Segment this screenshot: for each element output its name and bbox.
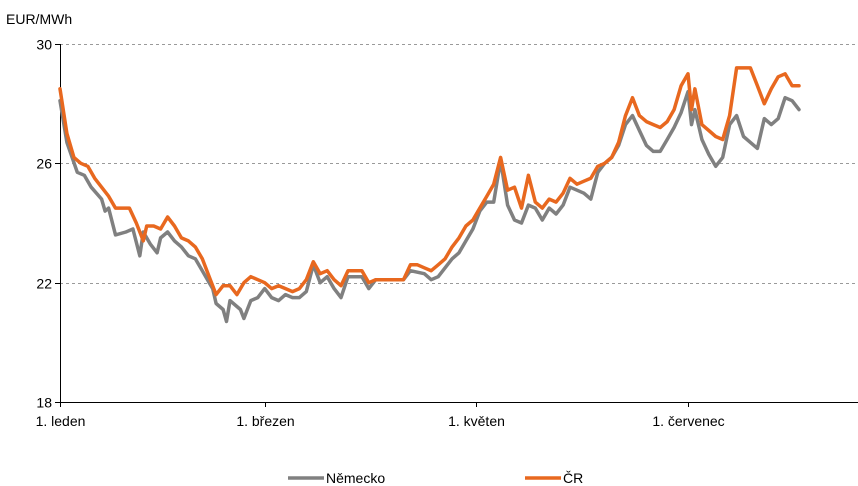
x-tick-label: 1. březen [236,413,294,429]
legend-label: ČR [563,470,583,486]
x-tick-label: 1. červenec [652,413,724,429]
y-tick-label: 22 [36,276,52,292]
y-tick-label: 30 [36,37,52,53]
legend-label: Německo [326,470,385,486]
y-tick-label: 18 [36,395,52,411]
x-tick-label: 1. květen [448,413,505,429]
x-axis-ticks: 1. leden 1. březen 1. květen 1. červenec [36,402,725,429]
series-line-germany [58,89,801,324]
x-tick-label: 1. leden [36,413,86,429]
series-lines [58,66,801,324]
gridlines [60,44,858,284]
y-axis-unit-label: EUR/MWh [6,11,72,27]
legend: Německo ČR [288,470,583,486]
y-axis-ticks: 18 22 26 30 [36,37,60,411]
series-line-cr [58,66,801,297]
y-tick-label: 26 [36,156,52,172]
